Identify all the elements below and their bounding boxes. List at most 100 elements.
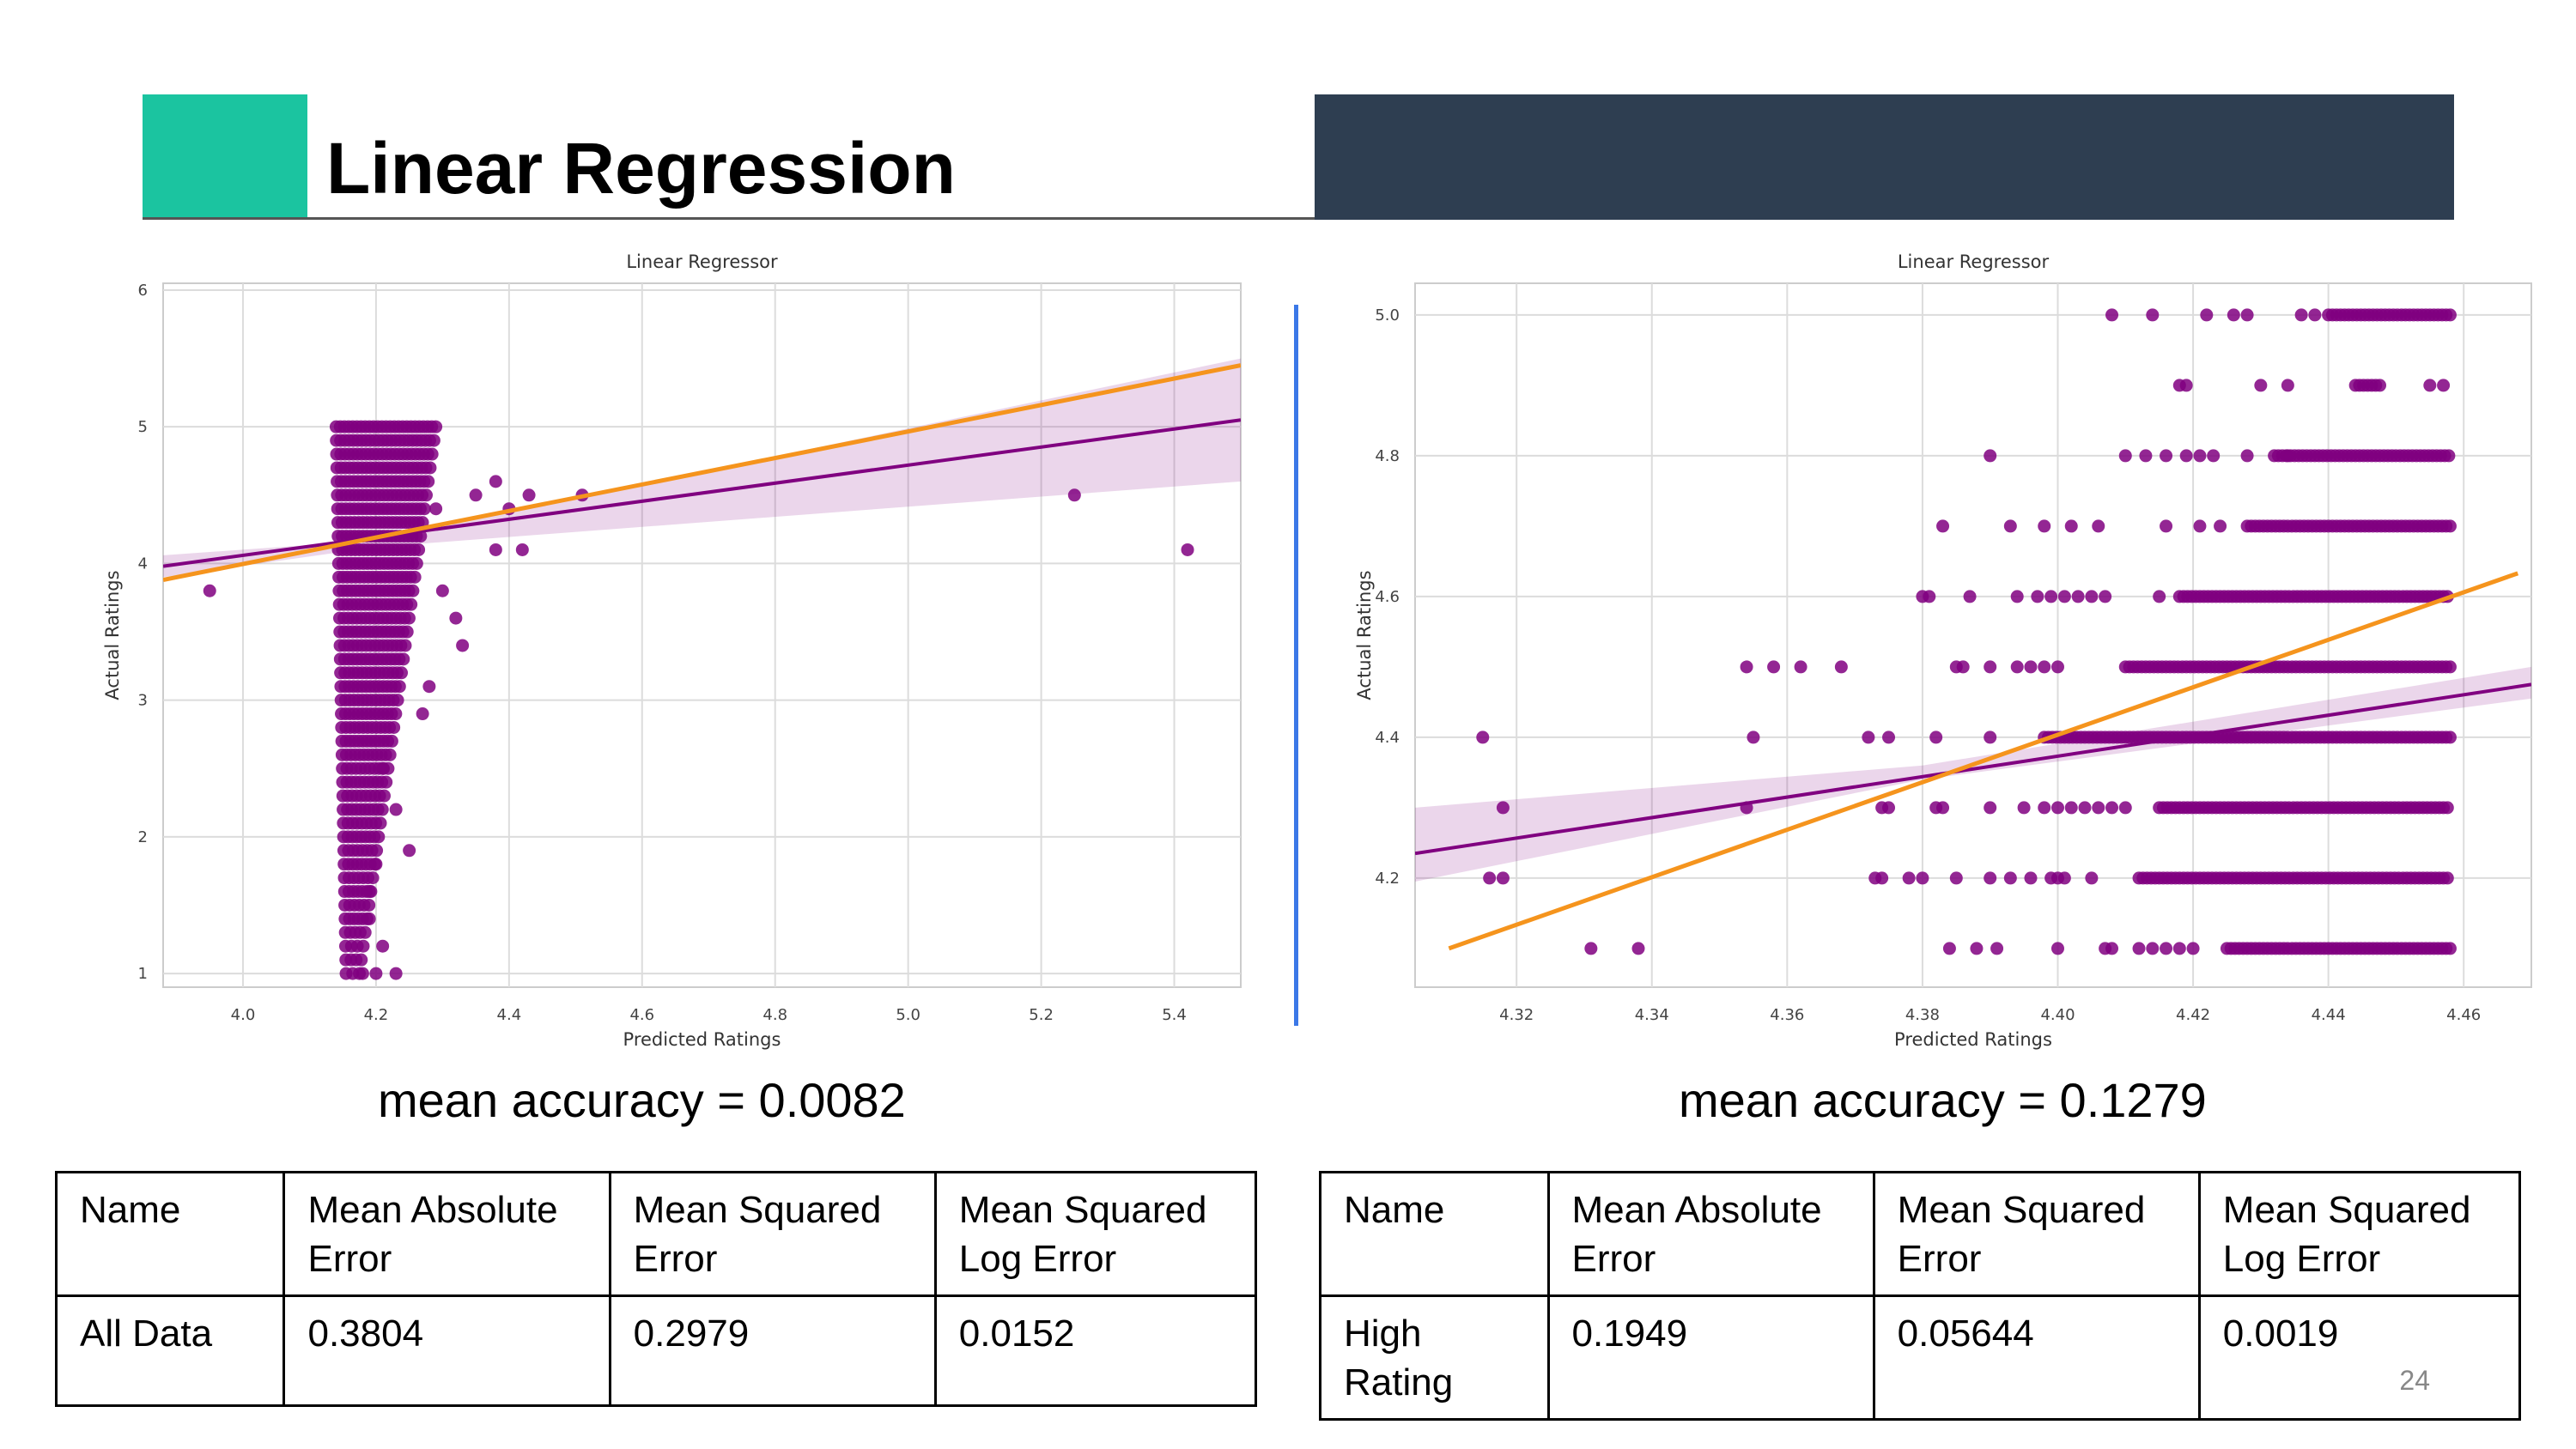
- data-point: [2160, 519, 2173, 533]
- data-point: [515, 543, 529, 556]
- data-point: [2443, 942, 2457, 955]
- data-point: [2050, 942, 2064, 955]
- plot-content: [163, 358, 1241, 980]
- left-mean-accuracy: mean accuracy = 0.0082: [378, 1073, 906, 1127]
- data-point: [380, 775, 393, 789]
- x-tick-label: 5.0: [896, 1006, 920, 1024]
- header-cell: Name: [54, 1171, 286, 1297]
- data-point: [370, 844, 384, 858]
- data-point: [1984, 801, 1997, 815]
- data-point: [1984, 449, 1997, 463]
- header-cell: Mean Squared Log Error: [933, 1171, 1258, 1297]
- table-cell: 0.3804: [283, 1294, 611, 1407]
- y-tick-label: 1: [138, 965, 148, 983]
- data-point: [1747, 731, 1760, 744]
- data-point: [1740, 660, 1753, 674]
- data-point: [2443, 731, 2457, 744]
- data-point: [2443, 308, 2457, 322]
- data-point: [2085, 590, 2099, 603]
- header-cell: Mean Squared Error: [608, 1171, 937, 1297]
- header-cell: Mean Absolute Error: [283, 1171, 611, 1297]
- data-point: [489, 543, 502, 556]
- table-row: All Data 0.3804 0.2979 0.0152: [54, 1294, 1258, 1407]
- data-point: [2003, 871, 2017, 885]
- data-point: [2160, 449, 2173, 463]
- chart-title: Linear Regressor: [1898, 252, 2050, 272]
- data-point: [369, 967, 383, 980]
- header-cell: Mean Squared Error: [1872, 1171, 2201, 1297]
- table-cell: 0.0019: [2197, 1294, 2522, 1421]
- data-point: [2308, 308, 2322, 322]
- x-tick-label: 4.36: [1770, 1006, 1804, 1024]
- data-point: [1483, 871, 1497, 885]
- data-point: [356, 939, 370, 953]
- data-point: [1984, 731, 1997, 744]
- data-point: [398, 639, 412, 652]
- data-point: [2010, 590, 2024, 603]
- x-tick-label: 4.2: [364, 1006, 389, 1024]
- data-point: [2442, 449, 2456, 463]
- data-point: [456, 639, 470, 652]
- data-point: [1984, 871, 1997, 885]
- data-point: [374, 816, 387, 830]
- data-point: [1916, 871, 1929, 885]
- data-point: [1882, 801, 1896, 815]
- data-point: [2281, 379, 2294, 392]
- table-cell: 0.05644: [1872, 1294, 2201, 1421]
- data-point: [2105, 801, 2119, 815]
- data-point: [2038, 519, 2051, 533]
- data-point: [1956, 660, 1970, 674]
- x-tick-label: 4.0: [231, 1006, 256, 1024]
- y-axis-label: Actual Ratings: [1354, 570, 1375, 700]
- data-point: [2179, 449, 2193, 463]
- table-header-row: Name Mean Absolute Error Mean Squared Er…: [54, 1171, 1258, 1297]
- data-point: [2200, 308, 2214, 322]
- data-point: [2071, 590, 2085, 603]
- data-point: [402, 611, 416, 625]
- data-point: [2050, 660, 2064, 674]
- data-point: [395, 666, 409, 680]
- data-point: [2227, 308, 2240, 322]
- y-axis-label: Actual Ratings: [102, 570, 123, 700]
- regression-line: [163, 418, 1241, 568]
- data-point: [2214, 519, 2227, 533]
- data-point: [2240, 449, 2254, 463]
- data-point: [2105, 308, 2119, 322]
- data-point: [2064, 801, 2078, 815]
- data-point: [2024, 660, 2038, 674]
- data-point: [416, 707, 429, 721]
- data-point: [422, 680, 436, 694]
- table-cell: 0.0152: [933, 1294, 1258, 1407]
- x-tick-label: 4.42: [2176, 1006, 2210, 1024]
- data-point: [387, 720, 401, 734]
- data-point: [2085, 871, 2099, 885]
- data-point: [1929, 731, 1943, 744]
- data-point: [1476, 731, 1490, 744]
- data-point: [2179, 379, 2193, 392]
- data-point: [2105, 942, 2119, 955]
- data-point: [2139, 449, 2153, 463]
- page-number: 24: [2399, 1365, 2430, 1396]
- data-point: [2099, 590, 2112, 603]
- data-point: [389, 707, 403, 721]
- header-cell: Mean Squared Log Error: [2197, 1171, 2522, 1297]
- y-tick-label: 6: [138, 282, 148, 300]
- data-point: [417, 502, 431, 516]
- data-point: [2423, 379, 2437, 392]
- data-point: [469, 488, 483, 502]
- data-point: [2031, 590, 2044, 603]
- data-point: [419, 488, 433, 502]
- data-point: [2118, 801, 2132, 815]
- plot-content: [1415, 308, 2531, 955]
- data-point: [2003, 519, 2017, 533]
- data-point: [1882, 731, 1896, 744]
- x-tick-label: 4.44: [2312, 1006, 2346, 1024]
- data-point: [2064, 519, 2078, 533]
- regression-line: [1415, 682, 2531, 856]
- right-metrics-table: Name Mean Absolute Error Mean Squared Er…: [1319, 1171, 2522, 1421]
- confidence-band: [1415, 666, 2531, 882]
- data-point: [1631, 942, 1645, 955]
- data-point: [2010, 660, 2024, 674]
- data-point: [2146, 308, 2160, 322]
- data-point: [362, 898, 376, 912]
